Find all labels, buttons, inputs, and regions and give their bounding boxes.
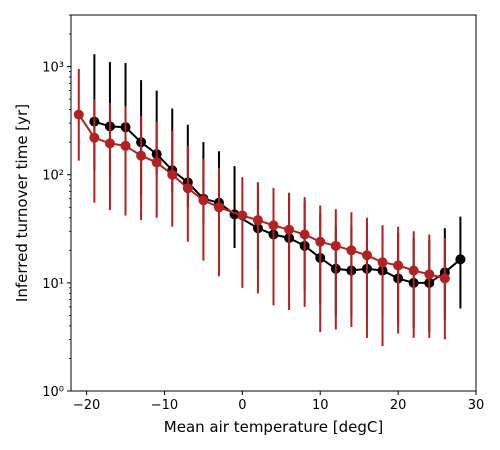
x-tick-label: 10: [312, 398, 329, 413]
series-line: [77, 114, 446, 280]
data-point: [377, 257, 388, 268]
series-line: [94, 120, 462, 284]
x-axis-label: Mean air temperature [degC]: [164, 418, 383, 436]
data-point: [182, 183, 193, 194]
data-point: [424, 269, 435, 280]
x-tick-label: 20: [390, 398, 407, 413]
y-tick-label: 10¹: [42, 277, 64, 292]
x-axis-ticks: −20 −10 0 10 20 30: [73, 391, 484, 413]
data-point: [120, 140, 131, 151]
data-point: [136, 150, 147, 161]
data-point: [455, 254, 466, 265]
x-tick-label: −20: [73, 398, 100, 413]
data-point: [346, 245, 357, 256]
data-point: [198, 195, 209, 206]
data-point: [330, 240, 341, 251]
x-tick-label: 30: [468, 398, 485, 413]
data-point: [408, 265, 419, 276]
x-tick-label: −10: [151, 398, 178, 413]
y-axis-ticks: 10⁰ 10¹ 10² 10³: [42, 14, 71, 400]
plot-area: [73, 54, 466, 347]
y-tick-label: 10⁰: [42, 385, 64, 400]
data-point: [299, 229, 310, 240]
y-axis-label: Inferred turnover time [yr]: [13, 104, 31, 302]
data-point: [167, 169, 178, 180]
x-tick-label: 0: [238, 398, 246, 413]
data-point: [439, 273, 450, 284]
data-point: [315, 236, 326, 247]
data-point: [213, 202, 224, 213]
data-point: [361, 250, 372, 261]
y-tick-label: 10³: [42, 61, 64, 76]
data-point: [89, 132, 100, 143]
data-point: [284, 224, 295, 235]
data-point: [237, 210, 248, 221]
data-point: [151, 157, 162, 168]
data-point: [104, 138, 115, 149]
series-1: [73, 69, 450, 347]
plot-frame: [70, 14, 477, 392]
data-point: [393, 260, 404, 271]
data-point: [73, 109, 84, 120]
data-point: [268, 220, 279, 231]
series-0: [89, 54, 466, 333]
data-point: [252, 215, 263, 226]
y-tick-label: 10²: [42, 169, 64, 184]
